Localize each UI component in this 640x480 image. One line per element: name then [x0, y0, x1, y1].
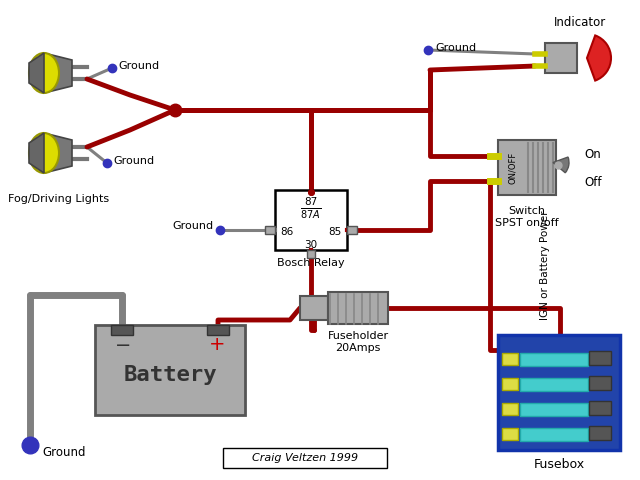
Text: Bosch Relay: Bosch Relay: [277, 258, 345, 268]
Wedge shape: [553, 157, 569, 173]
Ellipse shape: [29, 133, 59, 173]
FancyBboxPatch shape: [520, 428, 588, 441]
FancyBboxPatch shape: [223, 448, 387, 468]
FancyBboxPatch shape: [589, 401, 611, 415]
Ellipse shape: [29, 53, 59, 93]
FancyBboxPatch shape: [328, 292, 388, 324]
Text: On: On: [584, 147, 601, 160]
FancyBboxPatch shape: [589, 376, 611, 390]
Wedge shape: [587, 36, 611, 81]
FancyBboxPatch shape: [275, 190, 347, 250]
FancyBboxPatch shape: [545, 43, 577, 73]
Text: 87: 87: [305, 197, 317, 207]
Polygon shape: [44, 133, 72, 173]
Text: Switch
SPST on/off: Switch SPST on/off: [495, 206, 559, 228]
FancyBboxPatch shape: [300, 296, 328, 320]
FancyBboxPatch shape: [502, 353, 518, 365]
FancyBboxPatch shape: [95, 325, 245, 415]
Text: ON/OFF: ON/OFF: [508, 151, 516, 184]
FancyBboxPatch shape: [520, 378, 588, 391]
FancyBboxPatch shape: [307, 250, 315, 258]
Polygon shape: [29, 133, 44, 173]
Text: Battery: Battery: [123, 365, 217, 385]
Text: Off: Off: [584, 177, 602, 190]
Text: Craig Veltzen 1999: Craig Veltzen 1999: [252, 453, 358, 463]
Polygon shape: [29, 53, 44, 93]
FancyBboxPatch shape: [589, 426, 611, 440]
Text: 86: 86: [280, 227, 294, 237]
FancyBboxPatch shape: [502, 378, 518, 390]
FancyBboxPatch shape: [589, 351, 611, 365]
Text: Ground: Ground: [435, 43, 476, 53]
FancyBboxPatch shape: [498, 335, 620, 450]
Text: Fusebox: Fusebox: [533, 457, 584, 470]
Text: +: +: [209, 336, 225, 355]
FancyBboxPatch shape: [520, 403, 588, 416]
FancyBboxPatch shape: [502, 403, 518, 415]
FancyBboxPatch shape: [111, 325, 133, 335]
Polygon shape: [44, 53, 72, 93]
FancyBboxPatch shape: [265, 226, 275, 234]
FancyBboxPatch shape: [347, 226, 357, 234]
Text: 85: 85: [328, 227, 342, 237]
Text: Ground: Ground: [113, 156, 154, 166]
Text: Ground: Ground: [42, 446, 86, 459]
Text: Ground: Ground: [118, 61, 159, 71]
Text: Fog/Driving Lights: Fog/Driving Lights: [8, 194, 109, 204]
FancyBboxPatch shape: [207, 325, 229, 335]
FancyBboxPatch shape: [502, 428, 518, 440]
Text: $\overline{87A}$: $\overline{87A}$: [300, 206, 321, 221]
Text: 30: 30: [305, 240, 317, 250]
FancyBboxPatch shape: [498, 140, 556, 195]
Text: Ground: Ground: [172, 221, 213, 231]
FancyBboxPatch shape: [520, 353, 588, 366]
Text: Indicator: Indicator: [554, 16, 606, 29]
Text: Fuseholder
20Amps: Fuseholder 20Amps: [328, 331, 388, 353]
Text: −: −: [115, 336, 131, 355]
Text: IGN or Battery Power: IGN or Battery Power: [540, 210, 550, 320]
